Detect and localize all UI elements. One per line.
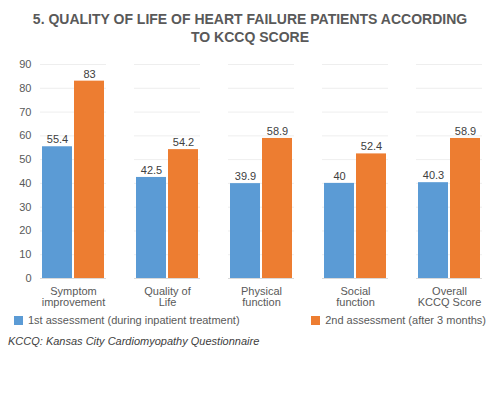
svg-text:55.4: 55.4: [47, 133, 68, 145]
html-text:1st assessment (during inpatie: 1st assessment (during inpatient treatme…: [28, 314, 240, 326]
svg-text:58.9: 58.9: [455, 125, 476, 137]
svg-text:90: 90: [19, 58, 31, 70]
svg-text:58.9: 58.9: [267, 125, 288, 137]
svg-text:30: 30: [19, 201, 31, 213]
svg-text:40: 40: [19, 177, 31, 189]
html-text:KCCQ: Kansas City Cardiomyopat: KCCQ: Kansas City Cardiomyopathy Questio…: [8, 335, 260, 347]
svg-text:70: 70: [19, 106, 31, 118]
html-text:2nd assessment (after 3 months: 2nd assessment (after 3 months): [325, 314, 486, 326]
svg-text:54.2: 54.2: [173, 136, 194, 148]
svg-text:42.5: 42.5: [141, 164, 162, 176]
svg-text:OverallKCCQ Score: OverallKCCQ Score: [418, 285, 482, 308]
html-text:5. QUALITY OF LIFE OF HEART FA: 5. QUALITY OF LIFE OF HEART FAILURE PATI…: [32, 11, 468, 45]
svg-text:Socialfunction: Socialfunction: [336, 285, 375, 308]
svg-text:10: 10: [19, 248, 31, 260]
svg-text:80: 80: [19, 82, 31, 94]
svg-text:Symptomimprovement: Symptomimprovement: [42, 285, 106, 308]
svg-text:20: 20: [19, 224, 31, 236]
svg-text:Physicalfunction: Physicalfunction: [241, 285, 282, 308]
svg-text:52.4: 52.4: [361, 140, 382, 152]
svg-text:60: 60: [19, 129, 31, 141]
svg-text:83: 83: [83, 68, 95, 80]
svg-text:50: 50: [19, 153, 31, 165]
svg-text:39.9: 39.9: [235, 170, 256, 182]
svg-text:0: 0: [25, 272, 31, 284]
svg-text:40: 40: [333, 170, 345, 182]
svg-text:40.3: 40.3: [423, 169, 444, 181]
svg-text:Quality ofLife: Quality ofLife: [144, 285, 191, 308]
